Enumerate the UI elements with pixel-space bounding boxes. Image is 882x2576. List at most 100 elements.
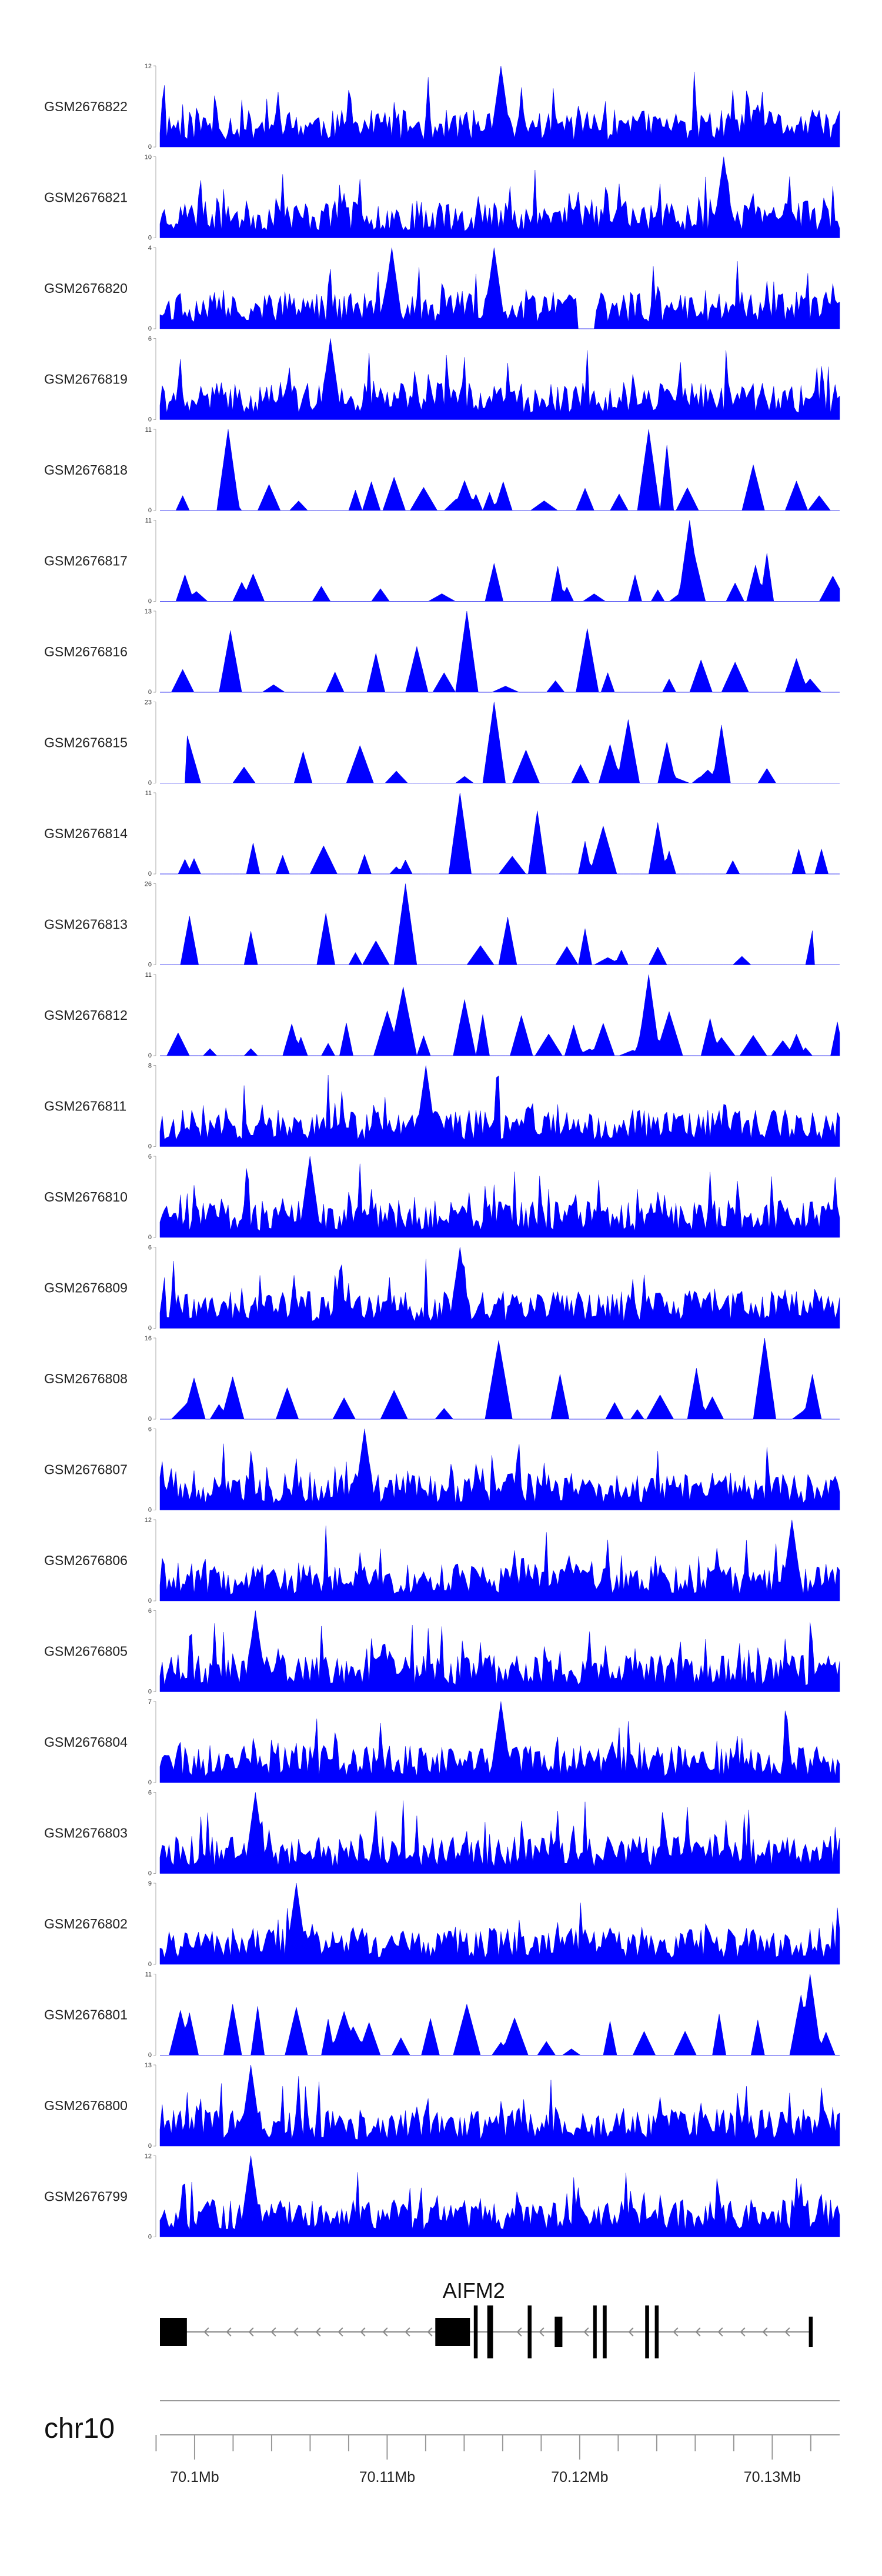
track: GSM2676800 13 0 [44,2062,840,2150]
track-label: GSM2676801 [44,2007,128,2023]
gene-exons [160,2305,813,2358]
track: GSM2676807 6 0 [44,1426,840,1514]
track-label: GSM2676820 [44,281,128,296]
y-tick-label-max: 6 [148,1790,152,1797]
strand-arrow [717,2327,723,2337]
track: GSM2676799 12 0 [44,2153,840,2241]
exon [160,2318,187,2346]
strand-arrow [539,2327,544,2337]
y-tick-label-max: 12 [145,1517,152,1524]
y-tick-label-max: 6 [148,336,152,343]
strand-arrow [762,2327,768,2337]
y-tick-label-max: 6 [148,1426,152,1433]
track-label: GSM2676822 [44,99,128,114]
y-tick-label-max: 4 [148,245,152,252]
track-label: GSM2676810 [44,1189,128,1204]
y-tick-label-max: 13 [145,2062,152,2069]
y-tick-label-zero: 0 [148,780,152,787]
genome-axis: 70.1Mb 70.11Mb 70.12Mb 70.13Mb [155,2400,840,2485]
track-label: GSM2676807 [44,1462,128,1477]
y-tick-label-max: 23 [145,699,152,706]
strand-arrow [740,2327,746,2337]
y-tick-label-max: 11 [145,426,152,433]
y-tick-label-zero: 0 [148,689,152,696]
coverage-area [159,1247,840,1329]
track-label: GSM2676800 [44,2098,128,2113]
track: GSM2676812 11 0 [44,972,840,1059]
y-tick-label-zero: 0 [148,2143,152,2150]
coverage-area [160,974,840,1056]
strand-arrow [248,2327,254,2337]
track: GSM2676820 4 0 [44,245,840,332]
track-label: GSM2676817 [44,553,128,569]
axis-tick-label: 70.12Mb [551,2469,608,2485]
track: GSM2676809 6 0 [44,1244,840,1332]
track-label: GSM2676819 [44,372,128,387]
coverage-area [160,792,840,875]
y-tick-label-zero: 0 [148,1143,152,1150]
y-tick-label-max: 6 [148,1244,152,1252]
track: GSM2676815 23 0 [44,699,840,787]
track: GSM2676811 8 0 [44,1063,840,1150]
exon [435,2318,470,2346]
coverage-area [160,702,840,783]
track-label: GSM2676821 [44,190,128,205]
exon [645,2305,649,2358]
exon [473,2305,478,2358]
strand-arrow [784,2327,790,2337]
y-tick-label-zero: 0 [148,235,152,242]
track-label: GSM2676799 [44,2189,128,2204]
strand-arrow [360,2327,366,2337]
track-label: GSM2676804 [44,1734,128,1750]
track: GSM2676822 12 0 [44,63,840,151]
coverage-area [160,883,840,966]
coverage-area [159,1429,840,1510]
track: GSM2676803 6 0 [44,1790,840,1877]
strand-arrow [382,2327,388,2337]
track-label: GSM2676812 [44,1007,128,1023]
y-tick-label-zero: 0 [148,1507,152,1514]
coverage-area [159,2064,840,2147]
track-label: GSM2676813 [44,917,128,932]
track: GSM2676813 26 0 [44,881,840,969]
coverage-tracks: GSM2676822120GSM2676821100GSM267682040GS… [44,63,840,2241]
strand-arrow [293,2327,299,2337]
strand-arrow [427,2327,433,2337]
axis-ticks: 70.1Mb 70.11Mb 70.12Mb 70.13Mb [155,2435,811,2485]
gene-name: AIFM2 [443,2278,505,2303]
track: GSM2676818 11 0 [44,426,840,514]
track-label: GSM2676818 [44,462,128,478]
y-tick-label-zero: 0 [148,2234,152,2241]
coverage-area [159,1610,840,1692]
strand-arrows [203,2327,790,2337]
y-tick-label-max: 11 [145,518,152,525]
y-tick-label-max: 11 [145,790,152,797]
exon [593,2305,597,2358]
strand-arrow [315,2327,321,2337]
y-tick-label-max: 13 [145,608,152,615]
y-tick-label-zero: 0 [148,325,152,332]
y-tick-label-max: 9 [148,1880,152,1887]
y-tick-label-zero: 0 [148,2052,152,2059]
y-tick-label-max: 7 [148,1699,152,1706]
y-tick-label-zero: 0 [148,1689,152,1696]
track: GSM2676819 6 0 [44,336,840,423]
y-tick-label-max: 26 [145,881,152,888]
coverage-area [159,1065,840,1147]
y-tick-label-max: 10 [145,154,152,161]
y-tick-label-max: 12 [145,63,152,70]
track: GSM2676804 7 0 [44,1699,840,1786]
strand-arrow [203,2327,209,2337]
coverage-area [159,156,840,238]
axis-tick-label: 70.11Mb [359,2469,415,2485]
track-label: GSM2676814 [44,826,128,841]
coverage-area [159,1701,840,1783]
track: GSM2676816 13 0 [44,608,840,696]
track: GSM2676817 11 0 [44,518,840,605]
coverage-area [159,1883,840,1965]
track-label: GSM2676809 [44,1280,128,1296]
track: GSM2676802 9 0 [44,1880,840,1968]
y-tick-label-max: 8 [148,1063,152,1070]
strand-arrow [338,2327,343,2337]
track: GSM2676810 6 0 [44,1153,840,1241]
